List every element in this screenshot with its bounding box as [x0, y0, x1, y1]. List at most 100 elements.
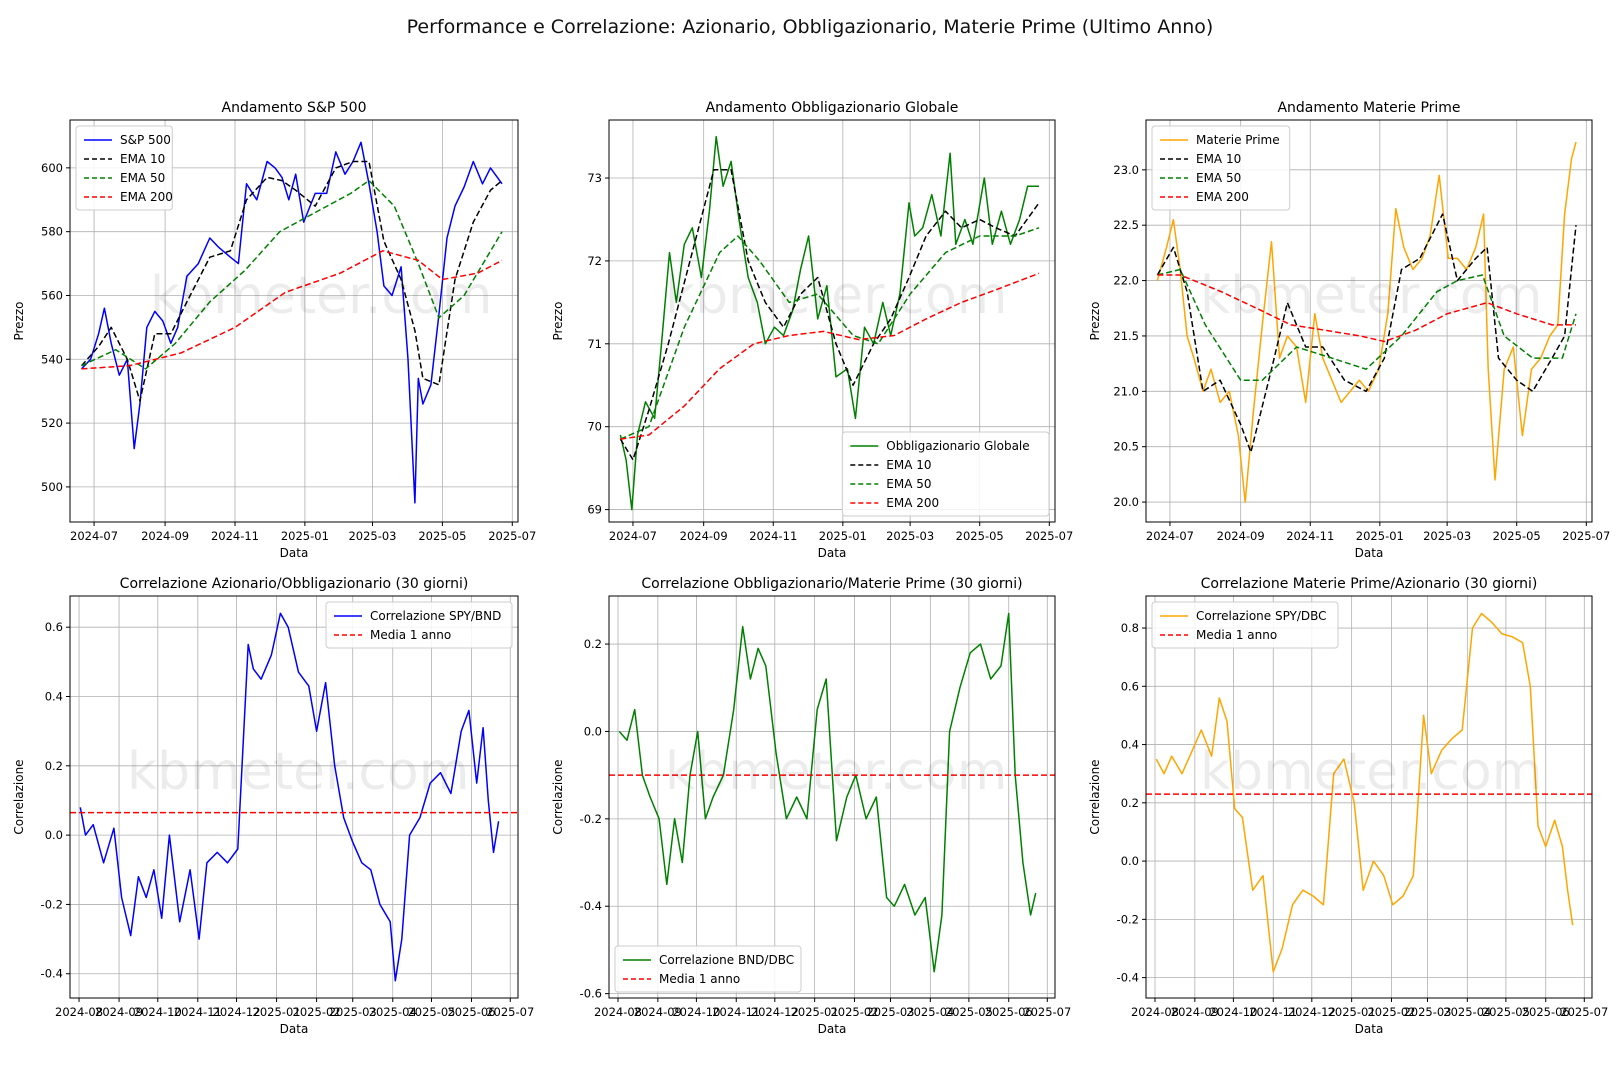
- series-line-2: [1156, 213, 1577, 453]
- x-tick-label: 2025-05: [945, 1005, 993, 1019]
- series-line-3: [81, 179, 503, 370]
- x-tick-label: 2025-03: [1423, 529, 1471, 543]
- chart-title: Correlazione Materie Prime/Azionario (30…: [1201, 576, 1538, 592]
- y-tick-label: 0.2: [584, 637, 602, 651]
- x-tick-label: 2025-05: [407, 1005, 455, 1019]
- x-tick-label: 2025-03: [1403, 1005, 1451, 1019]
- x-tick-label: 2025-01: [791, 1005, 839, 1019]
- chart-title: Correlazione Azionario/Obbligazionario (…: [120, 576, 469, 592]
- y-tick-label: 21.5: [1113, 329, 1139, 343]
- series-line-4: [81, 250, 503, 370]
- y-tick-label: 0.6: [1121, 679, 1139, 693]
- x-tick-label: 2025-03: [329, 1005, 377, 1019]
- chart-panel-6: 2024-082024-092024-102024-112024-122025-…: [1088, 576, 1608, 1036]
- y-tick-label: 71: [587, 337, 602, 351]
- y-axis-label: Prezzo: [12, 301, 26, 340]
- legend-label: EMA 50: [120, 171, 165, 185]
- x-tick-label: 2024-10: [134, 1005, 182, 1019]
- x-tick-label: 2025-05: [1493, 529, 1541, 543]
- x-tick-label: 2024-12: [1288, 1005, 1336, 1019]
- x-tick-label: 2024-11: [1286, 529, 1334, 543]
- series-line-3: [620, 227, 1040, 440]
- x-tick-label: 2025-05: [1482, 1005, 1530, 1019]
- x-tick-label: 2025-04: [1443, 1005, 1491, 1019]
- chart-panel-3: 2024-07 2024-09 2024-11 2025-01 2025-03 2025-…: [1088, 100, 1610, 560]
- series-group: [70, 612, 518, 982]
- y-tick-label: 580: [41, 225, 63, 239]
- x-tick-label: 2025-07: [1023, 1005, 1071, 1019]
- x-tick-label: 2025-07: [488, 529, 536, 543]
- x-tick-label: 2025-03: [886, 529, 934, 543]
- y-tick-label: 500: [41, 480, 63, 494]
- x-tick-label: 2024-07: [1146, 529, 1194, 543]
- legend: Correlazione SPY/DBC Media 1 anno: [1151, 601, 1339, 649]
- y-tick-label: 23.0: [1113, 163, 1139, 177]
- plot-frame: [69, 595, 519, 999]
- x-axis-label: Data: [818, 546, 847, 560]
- plot-frame: [1145, 119, 1593, 523]
- legend-label: Correlazione BND/DBC: [659, 953, 794, 967]
- x-tick-label: 2025-03: [866, 1005, 914, 1019]
- x-tick-label: 2025-01: [281, 529, 329, 543]
- legend-label: EMA 200: [886, 496, 939, 510]
- x-tick-label: 2025-07: [486, 1005, 534, 1019]
- x-tick-label: 2024-10: [1209, 1005, 1257, 1019]
- legend: Materie Prime EMA 10 EMA 50 EMA 200: [1151, 125, 1291, 211]
- y-tick-label: 520: [41, 416, 63, 430]
- y-tick-label: 0.0: [584, 724, 602, 738]
- series-line-2: [619, 168, 1040, 461]
- series-line-1: [80, 141, 503, 504]
- plot-frame: [69, 119, 519, 523]
- legend: Correlazione SPY/BND Media 1 anno: [325, 601, 513, 649]
- y-tick-label: -0.4: [1117, 971, 1139, 985]
- y-tick-label: 73: [587, 171, 602, 185]
- plot-frame: [608, 595, 1056, 999]
- y-tick-label: 0.4: [45, 690, 63, 704]
- chart-title: Correlazione Obbligazionario/Materie Pri…: [641, 576, 1022, 592]
- legend-label: EMA 10: [1196, 152, 1241, 166]
- chart-title: Andamento Obbligazionario Globale: [706, 100, 959, 116]
- legend-label: S&P 500: [120, 133, 171, 147]
- x-tick-label: 2025-06: [1522, 1005, 1570, 1019]
- y-tick-label: 560: [41, 288, 63, 302]
- legend-label: Media 1 anno: [1196, 628, 1277, 642]
- legend: S&P 500 EMA 10 EMA 50 EMA 200: [75, 125, 173, 211]
- series-group: [1156, 141, 1577, 503]
- chart-title: Andamento S&P 500: [222, 100, 367, 116]
- y-tick-label: -0.6: [580, 987, 602, 1001]
- legend-box: [75, 125, 173, 211]
- y-tick-label: 20.5: [1113, 440, 1139, 454]
- x-tick-label: 2025-01: [1356, 529, 1404, 543]
- legend-label: Correlazione SPY/BND: [370, 609, 501, 623]
- series-line-4: [620, 272, 1040, 440]
- x-tick-label: 2024-09: [95, 1005, 143, 1019]
- legend-label: Materie Prime: [1196, 133, 1280, 147]
- x-tick-label: 2024-10: [672, 1005, 720, 1019]
- x-tick-label: 2024-08: [594, 1005, 642, 1019]
- x-tick-label: 2025-03: [348, 529, 396, 543]
- y-tick-label: 21.0: [1113, 384, 1139, 398]
- legend-label: Obbligazionario Globale: [886, 439, 1029, 453]
- y-tick-label: 0.2: [45, 759, 63, 773]
- y-tick-label: 70: [587, 420, 602, 434]
- x-axis-label: Data: [818, 1022, 847, 1036]
- legend-label: EMA 10: [120, 152, 165, 166]
- series-group: [80, 141, 503, 504]
- x-tick-label: 2025-02: [293, 1005, 341, 1019]
- figure-title: Performance e Correlazione: Azionario, O…: [406, 16, 1214, 38]
- series-line-1: [79, 612, 500, 982]
- x-tick-label: 2025-01: [1328, 1005, 1376, 1019]
- x-tick-label: 2024-09: [680, 529, 728, 543]
- legend-label: EMA 50: [1196, 171, 1241, 185]
- y-axis-label: Prezzo: [551, 301, 565, 340]
- y-tick-label: -0.2: [1117, 912, 1139, 926]
- chart-panel-4: 2024-082024-092024-102024-112024-122025-…: [12, 576, 534, 1036]
- plot-frame: [608, 119, 1056, 523]
- y-tick-label: 0.0: [1121, 854, 1139, 868]
- legend-box: [841, 431, 1050, 517]
- x-axis-label: Data: [1355, 546, 1384, 560]
- x-axis-label: Data: [280, 546, 309, 560]
- y-tick-label: 0.2: [1121, 796, 1139, 810]
- x-tick-label: 2024-08: [1131, 1005, 1179, 1019]
